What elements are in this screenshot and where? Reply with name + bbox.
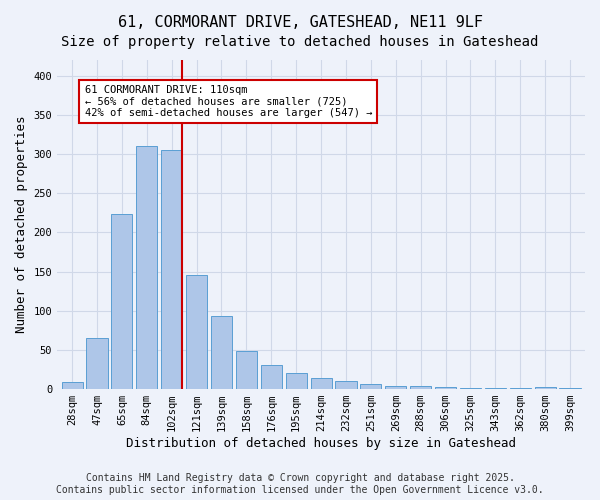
Text: Contains HM Land Registry data © Crown copyright and database right 2025.
Contai: Contains HM Land Registry data © Crown c… xyxy=(56,474,544,495)
Bar xyxy=(311,378,332,389)
Text: Size of property relative to detached houses in Gateshead: Size of property relative to detached ho… xyxy=(61,35,539,49)
Bar xyxy=(410,386,431,389)
Bar xyxy=(186,276,207,389)
Bar xyxy=(236,350,257,389)
Bar xyxy=(360,384,382,389)
Bar xyxy=(211,316,232,389)
Bar xyxy=(136,146,157,389)
Bar xyxy=(286,374,307,389)
X-axis label: Distribution of detached houses by size in Gateshead: Distribution of detached houses by size … xyxy=(126,437,516,450)
Text: 61, CORMORANT DRIVE, GATESHEAD, NE11 9LF: 61, CORMORANT DRIVE, GATESHEAD, NE11 9LF xyxy=(118,15,482,30)
Bar xyxy=(460,388,481,389)
Bar xyxy=(559,388,581,389)
Bar xyxy=(86,338,107,389)
Bar xyxy=(112,214,133,389)
Bar xyxy=(485,388,506,389)
Bar xyxy=(62,382,83,389)
Text: 61 CORMORANT DRIVE: 110sqm
← 56% of detached houses are smaller (725)
42% of sem: 61 CORMORANT DRIVE: 110sqm ← 56% of deta… xyxy=(85,85,372,118)
Bar xyxy=(535,386,556,389)
Y-axis label: Number of detached properties: Number of detached properties xyxy=(15,116,28,334)
Bar xyxy=(385,386,406,389)
Bar xyxy=(435,386,456,389)
Bar xyxy=(335,381,356,389)
Bar xyxy=(161,150,182,389)
Bar xyxy=(261,365,282,389)
Bar xyxy=(509,388,531,389)
